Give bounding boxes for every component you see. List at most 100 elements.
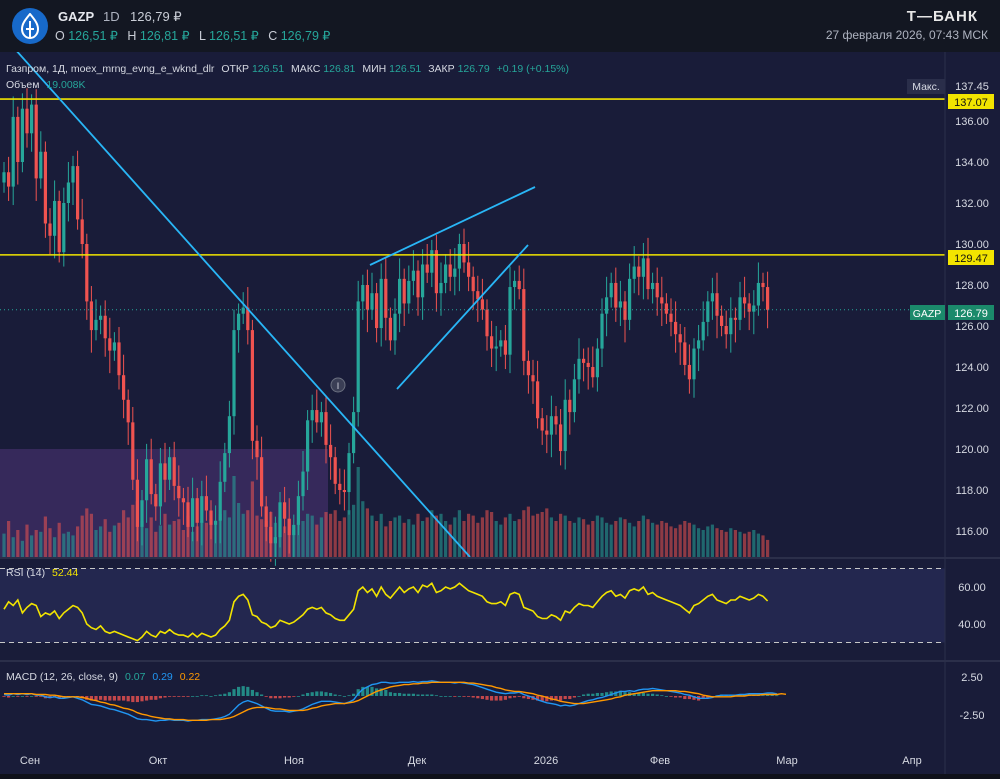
candle[interactable] [600, 313, 604, 349]
candle[interactable] [310, 410, 314, 421]
candle[interactable] [687, 364, 691, 380]
candle[interactable] [747, 303, 751, 312]
candle[interactable] [508, 287, 512, 355]
candle[interactable] [71, 166, 75, 183]
candle[interactable] [743, 297, 747, 304]
candle[interactable] [729, 317, 733, 335]
candle[interactable] [660, 297, 664, 304]
candle[interactable] [370, 293, 374, 310]
candle[interactable] [365, 285, 369, 310]
candle[interactable] [223, 453, 227, 482]
candle[interactable] [485, 309, 489, 337]
candle[interactable] [292, 524, 296, 536]
candle[interactable] [342, 490, 346, 493]
rsi-pane[interactable] [0, 568, 945, 643]
candle[interactable] [232, 330, 236, 417]
candle[interactable] [641, 258, 645, 277]
candle[interactable] [278, 502, 282, 538]
candle[interactable] [246, 307, 250, 331]
candle[interactable] [490, 336, 494, 349]
candle[interactable] [89, 301, 93, 331]
candle[interactable] [324, 412, 328, 445]
candle[interactable] [664, 303, 668, 314]
candle[interactable] [112, 342, 116, 351]
candle[interactable] [191, 498, 195, 527]
candle[interactable] [379, 278, 383, 329]
candle[interactable] [536, 381, 540, 419]
candle[interactable] [655, 282, 659, 298]
candle[interactable] [517, 280, 521, 290]
candle[interactable] [329, 444, 333, 458]
candle[interactable] [62, 203, 66, 253]
candle[interactable] [48, 223, 52, 236]
candle[interactable] [16, 116, 20, 162]
candle[interactable] [425, 264, 429, 273]
candle[interactable] [720, 315, 724, 326]
candle[interactable] [568, 399, 572, 413]
candle[interactable] [131, 422, 135, 480]
candle[interactable] [706, 301, 710, 322]
candle[interactable] [545, 430, 549, 435]
candle[interactable] [204, 496, 208, 511]
interval-label[interactable]: 1D [103, 9, 120, 24]
candle[interactable] [140, 500, 144, 527]
macd-signal-line[interactable] [4, 681, 787, 721]
candle[interactable] [467, 262, 471, 277]
candle[interactable] [503, 340, 507, 355]
candle[interactable] [76, 166, 80, 220]
candle[interactable] [200, 496, 204, 523]
candle[interactable] [2, 172, 6, 183]
candle[interactable] [752, 305, 756, 312]
candle[interactable] [678, 334, 682, 343]
candle[interactable] [126, 399, 130, 423]
candle[interactable] [614, 282, 618, 308]
candle[interactable] [306, 420, 310, 472]
candle[interactable] [586, 362, 590, 367]
candle[interactable] [20, 108, 24, 162]
candle[interactable] [618, 301, 622, 308]
candle[interactable] [448, 264, 452, 277]
candle[interactable] [411, 270, 415, 281]
channel-lower-trendline[interactable] [396, 244, 529, 390]
candle[interactable] [669, 313, 673, 322]
candle[interactable] [559, 424, 563, 452]
candle[interactable] [439, 282, 443, 294]
candle[interactable] [540, 418, 544, 431]
candle[interactable] [407, 280, 411, 304]
candle[interactable] [214, 520, 218, 525]
candle[interactable] [108, 338, 112, 351]
candle[interactable] [549, 416, 553, 435]
candle[interactable] [352, 412, 356, 454]
candle[interactable] [421, 264, 425, 298]
candle[interactable] [149, 459, 153, 495]
candle[interactable] [25, 108, 29, 134]
candle[interactable] [94, 319, 98, 331]
candle[interactable] [375, 293, 379, 329]
candle[interactable] [674, 321, 678, 335]
candle[interactable] [683, 342, 687, 365]
candle[interactable] [476, 291, 480, 300]
candle[interactable] [117, 342, 121, 376]
chart-canvas[interactable]: 116.00 118.00 120.00 122.00 124.00 126.00 128.… [0, 47, 1000, 774]
candle[interactable] [218, 481, 222, 521]
candle[interactable] [563, 399, 567, 452]
candle[interactable] [499, 340, 503, 347]
candle[interactable] [333, 457, 337, 484]
candle[interactable] [724, 326, 728, 335]
candle[interactable] [715, 293, 719, 316]
candle[interactable] [453, 268, 457, 277]
candle[interactable] [177, 485, 181, 499]
candle[interactable] [135, 479, 139, 527]
candle[interactable] [181, 498, 185, 503]
candle[interactable] [494, 346, 498, 349]
candle[interactable] [163, 463, 167, 480]
candle[interactable] [356, 301, 360, 413]
candle[interactable] [250, 330, 254, 441]
candle[interactable] [209, 510, 213, 525]
candle[interactable] [361, 285, 365, 302]
candle[interactable] [591, 367, 595, 378]
candle[interactable] [701, 321, 705, 341]
candle[interactable] [697, 340, 701, 349]
candle[interactable] [434, 250, 438, 294]
price-pane[interactable] [0, 47, 945, 566]
